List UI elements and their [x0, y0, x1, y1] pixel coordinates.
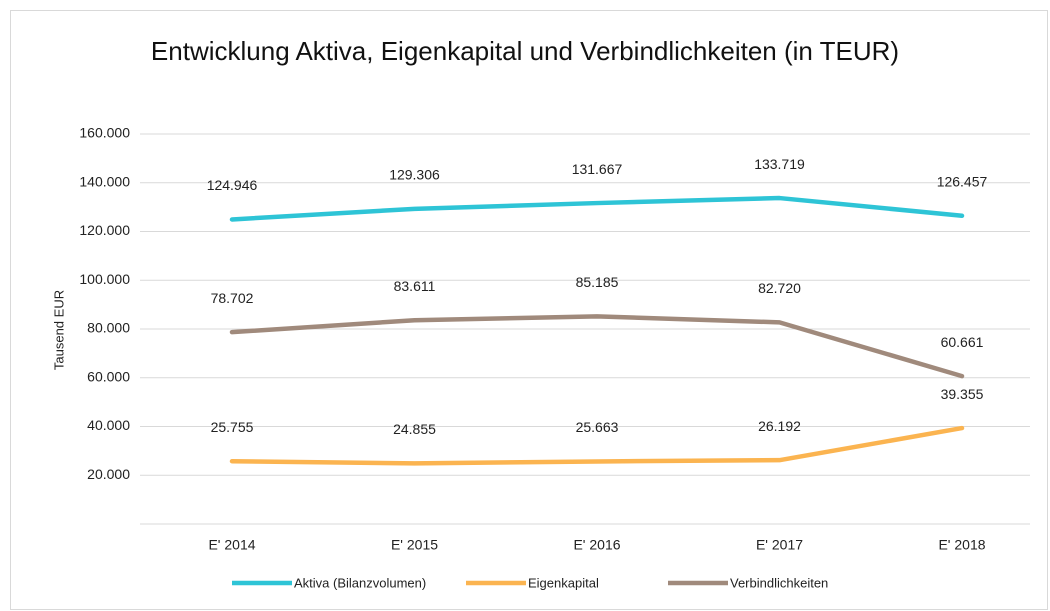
y-tick-label: 120.000	[79, 222, 130, 238]
series-line	[229, 314, 965, 379]
series-line	[229, 425, 965, 466]
y-tick-label: 140.000	[79, 173, 130, 189]
y-tick-label: 80.000	[87, 320, 130, 336]
x-tick-label: E' 2017	[756, 537, 803, 553]
legend-label: Eigenkapital	[528, 575, 599, 590]
data-label: 82.720	[758, 280, 801, 296]
data-label: 25.663	[576, 419, 619, 435]
y-axis-label: Tausend EUR	[51, 290, 66, 370]
chart-border	[10, 10, 1048, 610]
data-label: 131.667	[572, 161, 623, 177]
data-label: 24.855	[393, 421, 436, 437]
data-label: 26.192	[758, 418, 801, 434]
data-label: 126.457	[937, 173, 988, 189]
x-tick-label: E' 2014	[208, 537, 255, 553]
y-tick-label: 20.000	[87, 466, 130, 482]
data-label: 124.946	[207, 177, 258, 193]
legend-label: Aktiva (Bilanzvolumen)	[294, 575, 426, 590]
data-label: 60.661	[941, 334, 984, 350]
x-tick-label: E' 2015	[391, 537, 438, 553]
y-tick-label: 160.000	[79, 125, 130, 141]
data-label: 133.719	[754, 156, 805, 172]
data-label: 85.185	[576, 274, 619, 290]
data-label: 129.306	[389, 167, 440, 183]
y-tick-label: 40.000	[87, 417, 130, 433]
y-tick-label: 100.000	[79, 271, 130, 287]
legend-label: Verbindlichkeiten	[730, 575, 828, 590]
data-label: 83.611	[394, 278, 436, 294]
x-tick-label: E' 2016	[573, 537, 620, 553]
data-label: 78.702	[211, 290, 254, 306]
y-tick-label: 60.000	[87, 368, 130, 384]
x-tick-label: E' 2018	[938, 537, 985, 553]
chart-title: Entwicklung Aktiva, Eigenkapital und Ver…	[150, 36, 900, 66]
series-line	[229, 195, 965, 222]
data-label: 25.755	[211, 419, 254, 435]
data-label: 39.355	[941, 386, 984, 402]
